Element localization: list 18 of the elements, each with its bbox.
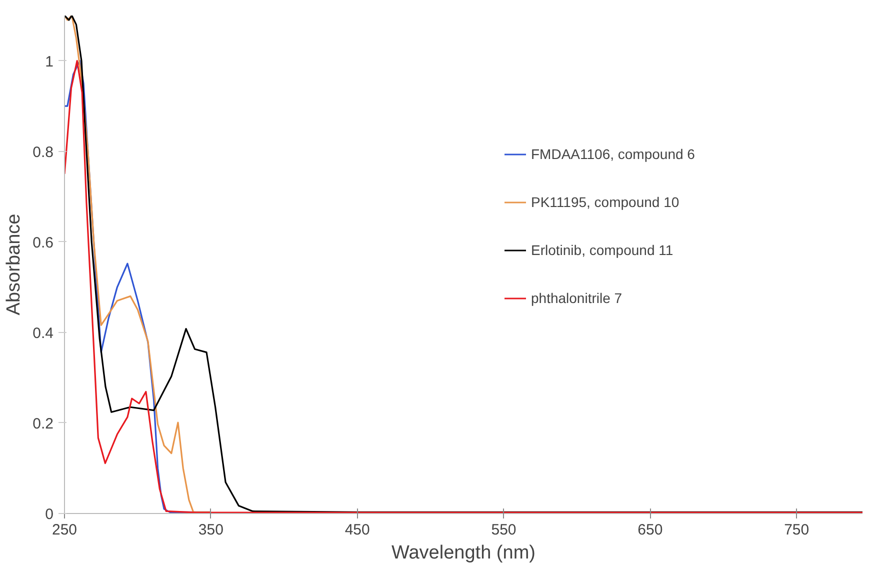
x-tick-label: 550: [491, 522, 516, 538]
y-tick-label: 0.4: [32, 324, 54, 342]
y-axis-title: Absorbance: [4, 214, 25, 316]
legend-label: Erlotinib, compound 11: [531, 242, 674, 258]
x-tick-label: 450: [344, 522, 370, 538]
y-tick-label: 0.6: [32, 234, 54, 252]
legend-label: phthalonitrile 7: [531, 290, 622, 306]
legend-label: FMDAA1106, compound 6: [531, 146, 695, 162]
y-tick-label: 1: [45, 53, 54, 70]
y-tick-label: 0: [45, 506, 54, 523]
x-tick-label: 350: [198, 522, 224, 538]
y-tick-label: 0.8: [32, 144, 54, 161]
x-tick-label: 750: [784, 522, 810, 538]
x-axis-title: Wavelength (nm): [392, 542, 536, 564]
x-tick-label: 250: [52, 522, 78, 538]
x-tick-label: 650: [638, 522, 663, 538]
y-tick-label: 0.2: [32, 415, 54, 432]
legend-label: PK11195, compound 10: [531, 194, 680, 210]
